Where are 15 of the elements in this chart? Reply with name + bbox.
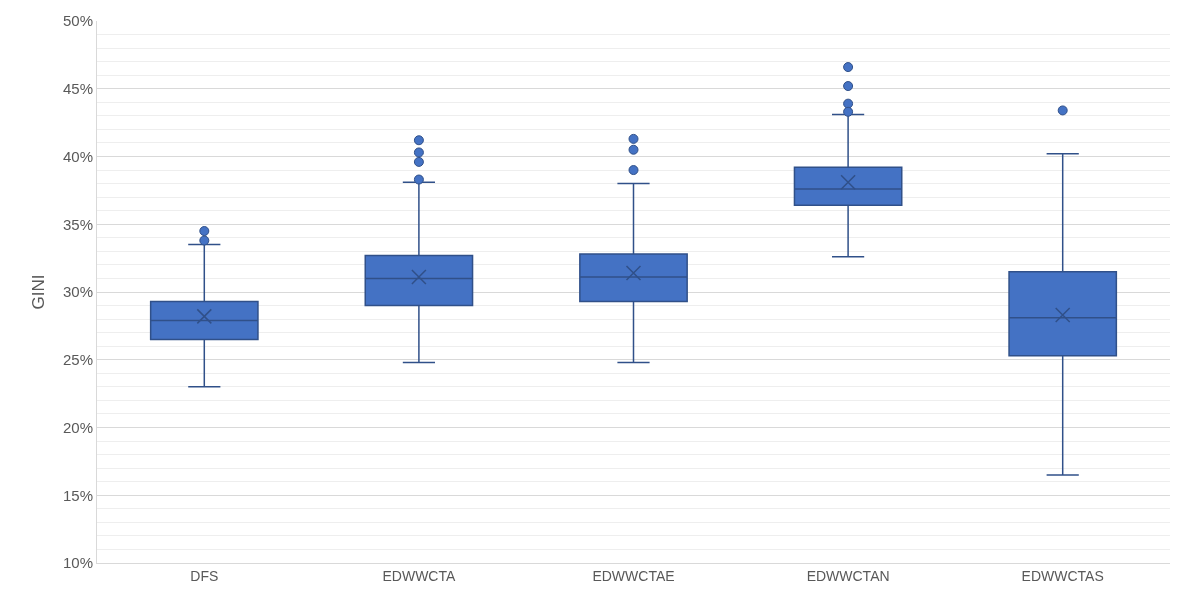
y-tick-label: 40%: [62, 147, 93, 165]
y-tick-label: 25%: [62, 351, 93, 368]
y-tick-label: 45%: [62, 80, 93, 97]
x-tick-label: DFS: [190, 567, 219, 584]
y-tick-label: 50%: [62, 12, 93, 30]
y-tick-label: 30%: [62, 283, 93, 301]
y-tick-label: 10%: [62, 554, 93, 572]
y-tick-label: 20%: [62, 418, 93, 436]
y-axis-title: GINI: [28, 274, 48, 310]
x-tick-label: EDWWCTAS: [1021, 567, 1104, 584]
y-tick-label: 35%: [62, 215, 93, 233]
x-tick-label: EDWWCTAN: [806, 567, 890, 584]
y-tick-label: 15%: [62, 486, 93, 504]
x-tick-label: EDWWCTAE: [592, 567, 675, 584]
x-tick-label: EDWWCTA: [382, 567, 456, 584]
